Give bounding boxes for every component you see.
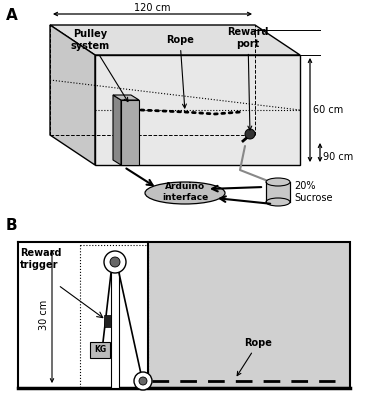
Bar	[121, 100, 139, 165]
Text: 120 cm: 120 cm	[134, 3, 171, 13]
Text: Reward
port: Reward port	[227, 27, 269, 130]
Text: B: B	[6, 218, 18, 233]
Bar	[90, 342, 110, 358]
Ellipse shape	[145, 182, 225, 204]
Text: Arduino
interface: Arduino interface	[162, 182, 208, 202]
Ellipse shape	[266, 178, 290, 186]
Text: 90 cm: 90 cm	[323, 152, 353, 162]
Ellipse shape	[266, 198, 290, 206]
Polygon shape	[50, 25, 95, 165]
Text: 30 cm: 30 cm	[39, 300, 49, 330]
Bar	[148, 242, 350, 388]
Polygon shape	[95, 55, 300, 165]
Bar	[104, 315, 111, 327]
Bar	[266, 182, 290, 202]
Text: Rope: Rope	[237, 338, 272, 376]
Bar	[80, 245, 148, 388]
Text: 60 cm: 60 cm	[313, 105, 343, 115]
Text: Reward
trigger: Reward trigger	[20, 248, 61, 270]
Text: Rope: Rope	[166, 35, 194, 108]
Polygon shape	[113, 95, 121, 165]
Bar	[111, 260, 119, 388]
Circle shape	[104, 251, 126, 273]
Circle shape	[139, 377, 147, 385]
Polygon shape	[50, 25, 300, 55]
Circle shape	[245, 129, 255, 139]
Text: 20%
Sucrose: 20% Sucrose	[294, 181, 333, 203]
Text: A: A	[6, 8, 18, 23]
Circle shape	[110, 257, 120, 267]
Text: KG: KG	[94, 346, 106, 354]
Polygon shape	[113, 95, 139, 100]
Circle shape	[134, 372, 152, 390]
Text: Pulley
system: Pulley system	[70, 29, 128, 102]
